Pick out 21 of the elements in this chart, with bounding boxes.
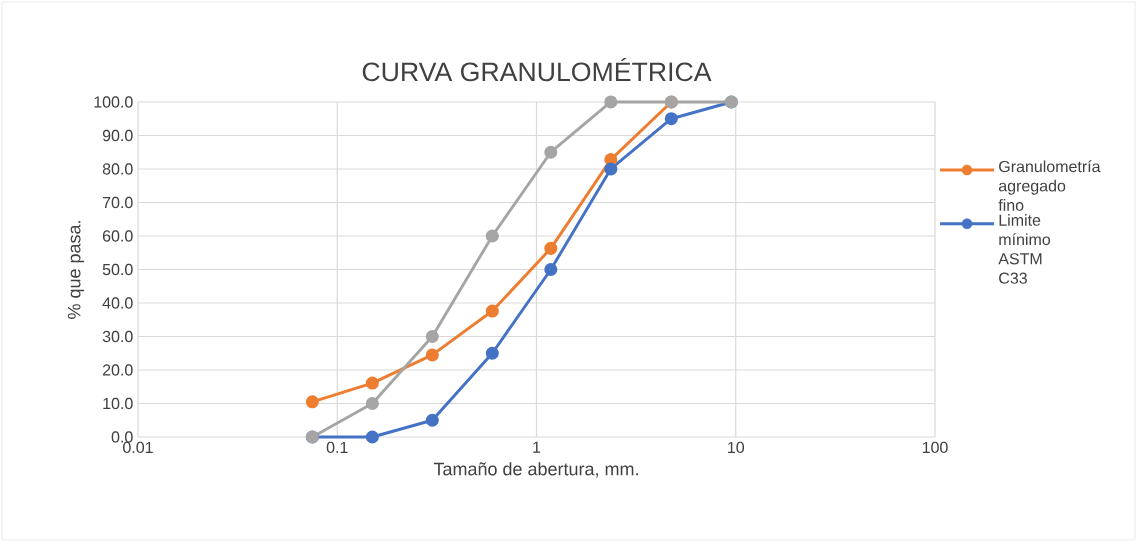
y-tick-label: 70.0 xyxy=(102,196,133,209)
x-tick-label: 0.1 xyxy=(326,441,348,454)
y-tick-label: 60.0 xyxy=(102,230,133,242)
y-tick-label: 100.0 xyxy=(94,96,133,108)
y-tick-label: 50.0 xyxy=(102,263,133,276)
y-axis-title: % que pasa. xyxy=(67,221,85,319)
legend-label: Limite mínimo ASTM C33 xyxy=(998,214,1051,284)
y-tick-label: 30.0 xyxy=(102,330,133,343)
x-tick-label: 100 xyxy=(922,441,948,454)
y-tick-label: 90.0 xyxy=(102,129,133,142)
x-tick-label: 0.01 xyxy=(123,441,153,454)
x-tick-label: 1 xyxy=(533,441,541,453)
y-tick-label: 20.0 xyxy=(102,364,133,376)
x-axis-title: Tamaño de abertura, mm. xyxy=(433,462,638,478)
y-tick-label: 40.0 xyxy=(102,297,133,309)
y-tick-label: 80.0 xyxy=(102,163,133,175)
x-tick-label: 10 xyxy=(728,441,745,454)
legend-label: Granulometría agregado fino xyxy=(998,160,1101,211)
y-tick-label: 0.0 xyxy=(111,431,133,443)
chart-title: CURVA GRANULOMÉTRICA xyxy=(362,57,712,82)
y-tick-label: 10.0 xyxy=(103,397,133,410)
